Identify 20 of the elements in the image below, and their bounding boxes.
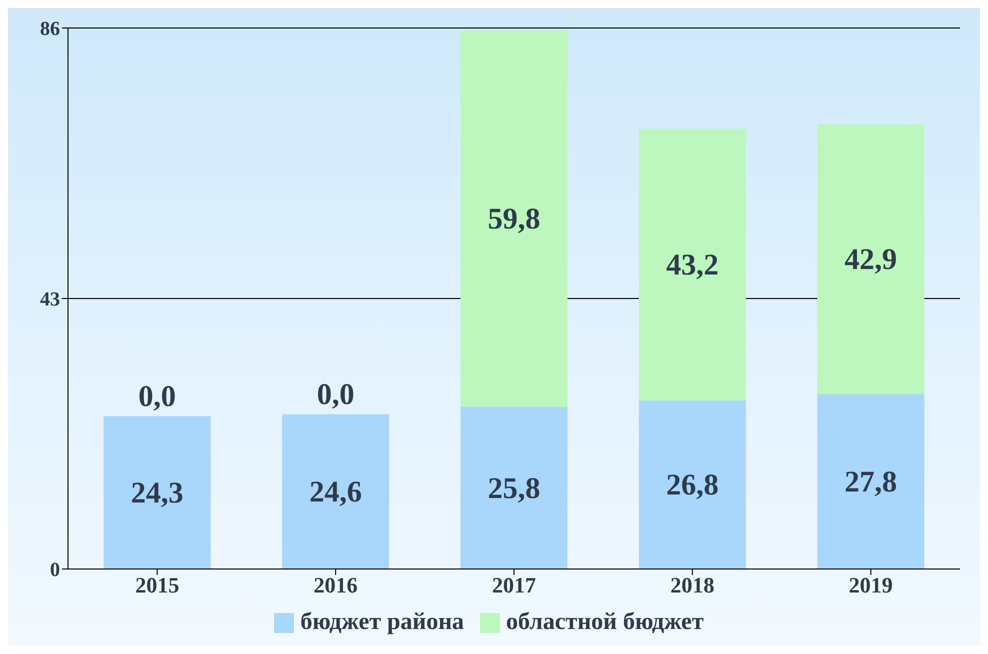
x-tick-label: 2017 <box>492 572 536 598</box>
data-label: 0,0 <box>316 378 354 412</box>
legend-label: бюджет района <box>300 609 464 636</box>
y-tick-label: 86 <box>40 18 60 40</box>
data-label: 42,9 <box>844 243 898 276</box>
data-label: 25,8 <box>488 472 540 505</box>
y-tick-label: 43 <box>40 288 60 311</box>
data-label: 24,6 <box>309 476 362 509</box>
data-label: 24,3 <box>130 476 184 510</box>
y-tick-label: 0 <box>50 559 60 582</box>
data-label: 26,8 <box>666 468 719 502</box>
data-label: 0,0 <box>138 380 176 414</box>
x-tick-label: 2019 <box>848 572 893 598</box>
data-label: 43,2 <box>666 248 719 282</box>
legend-label: областной бюджет <box>506 609 704 636</box>
x-tick-label: 2015 <box>135 572 180 598</box>
data-label: 59,8 <box>488 202 540 236</box>
x-tick-label: 2018 <box>670 572 714 598</box>
data-label: 27,8 <box>844 466 898 499</box>
x-tick-label: 2016 <box>314 572 358 598</box>
